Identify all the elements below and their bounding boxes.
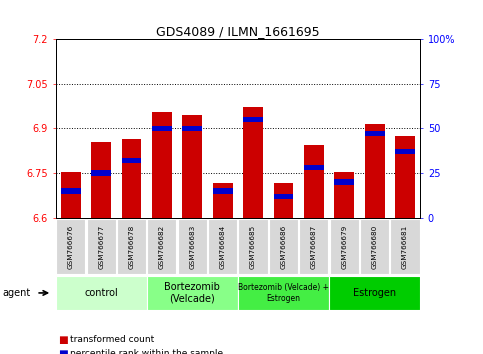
Bar: [330, 219, 359, 274]
Text: GSM766685: GSM766685: [250, 225, 256, 269]
Bar: [61, 188, 81, 194]
Bar: [86, 219, 116, 274]
Text: GSM766680: GSM766680: [371, 225, 378, 269]
Bar: [147, 276, 238, 310]
Text: GSM766682: GSM766682: [159, 225, 165, 269]
Bar: [304, 145, 324, 218]
Bar: [122, 158, 142, 163]
Bar: [334, 172, 354, 218]
Text: GSM766686: GSM766686: [281, 225, 286, 269]
Text: control: control: [84, 288, 118, 298]
Bar: [56, 276, 147, 310]
Text: Bortezomib (Velcade) +
Estrogen: Bortezomib (Velcade) + Estrogen: [238, 283, 329, 303]
Bar: [213, 188, 232, 194]
Text: GSM766684: GSM766684: [220, 225, 226, 269]
Bar: [269, 219, 298, 274]
Text: ■: ■: [58, 335, 68, 345]
Text: GSM766687: GSM766687: [311, 225, 317, 269]
Bar: [273, 194, 293, 199]
Text: agent: agent: [2, 288, 30, 298]
Text: GSM766679: GSM766679: [341, 225, 347, 269]
Text: GSM766677: GSM766677: [98, 225, 104, 269]
Text: Bortezomib
(Velcade): Bortezomib (Velcade): [164, 282, 220, 304]
Bar: [365, 131, 384, 136]
Bar: [117, 219, 146, 274]
Bar: [178, 219, 207, 274]
Text: ■: ■: [58, 349, 68, 354]
Bar: [91, 170, 111, 176]
Bar: [360, 219, 389, 274]
Bar: [395, 136, 415, 218]
Title: GDS4089 / ILMN_1661695: GDS4089 / ILMN_1661695: [156, 25, 320, 38]
Bar: [299, 219, 328, 274]
Bar: [91, 142, 111, 218]
Bar: [147, 219, 176, 274]
Bar: [183, 115, 202, 218]
Text: GSM766683: GSM766683: [189, 225, 195, 269]
Bar: [395, 149, 415, 154]
Text: percentile rank within the sample: percentile rank within the sample: [70, 349, 223, 354]
Bar: [304, 165, 324, 170]
Bar: [208, 219, 237, 274]
Bar: [56, 219, 85, 274]
Text: GSM766676: GSM766676: [68, 225, 74, 269]
Text: transformed count: transformed count: [70, 335, 154, 344]
Bar: [329, 276, 420, 310]
Bar: [273, 183, 293, 218]
Bar: [238, 276, 329, 310]
Bar: [365, 124, 384, 218]
Text: Estrogen: Estrogen: [353, 288, 396, 298]
Bar: [183, 126, 202, 131]
Text: GSM766681: GSM766681: [402, 225, 408, 269]
Bar: [152, 126, 172, 131]
Text: GSM766678: GSM766678: [128, 225, 135, 269]
Bar: [239, 219, 268, 274]
Bar: [152, 112, 172, 218]
Bar: [243, 117, 263, 122]
Bar: [122, 139, 142, 218]
Bar: [243, 108, 263, 218]
Bar: [334, 179, 354, 185]
Bar: [390, 219, 420, 274]
Bar: [61, 172, 81, 218]
Bar: [213, 183, 232, 218]
